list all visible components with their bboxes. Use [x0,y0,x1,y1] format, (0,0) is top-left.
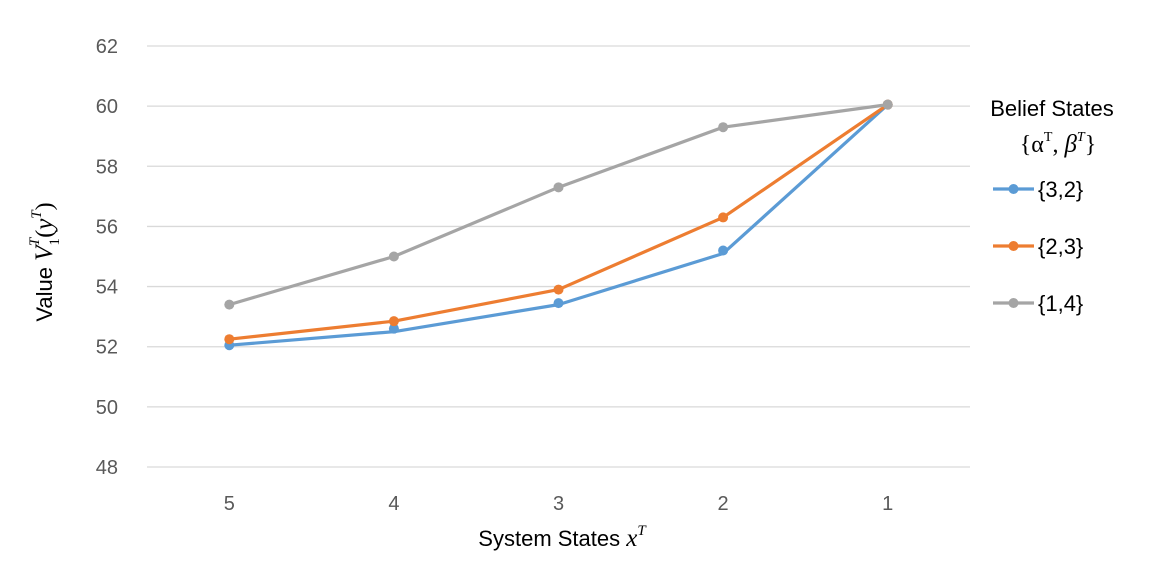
y-tick-label: 48 [96,457,118,479]
y-tick-label: 58 [96,156,118,178]
x-tick-label: 2 [718,493,729,515]
legend-marker [1008,184,1019,194]
legend-marker [1008,241,1019,251]
series-line [227,103,890,347]
legend-label: {3,2} [1038,177,1083,202]
y-tick-label: 54 [96,277,118,299]
y-tick-label: 50 [96,397,118,419]
legend-item: {3,2} [993,177,1083,202]
legend-label: {1,4} [1038,291,1083,316]
data-point [388,316,399,327]
data-point [224,299,235,310]
y-axis-ticks: 48 50 52 54 56 58 60 62 [96,36,118,479]
data-point [882,99,893,110]
data-point [718,245,729,256]
legend-item: {1,4} [993,291,1083,316]
series-lines [224,99,893,351]
legend: Belief States {αT, βT} {3,2} {2,3} {1,4} [990,96,1114,316]
series-line [227,103,890,307]
legend-title-line1: Belief States [990,96,1114,121]
data-point [718,122,729,133]
legend-label: {2,3} [1038,234,1083,259]
x-tick-label: 5 [224,493,235,515]
gridlines [147,45,970,468]
series-1 [224,99,893,351]
legend-title-line2: {αT, βT} [1020,130,1096,158]
x-tick-label: 3 [553,493,564,515]
y-tick-label: 62 [96,36,118,58]
legend-item: {2,3} [993,234,1083,259]
legend-marker [1008,298,1019,308]
legend-items: {3,2} {2,3} {1,4} [993,177,1083,316]
y-tick-label: 52 [96,337,118,359]
x-axis-title: System States xT [478,523,647,552]
y-tick-label: 56 [96,216,118,238]
data-point [388,323,399,334]
x-tick-label: 1 [882,493,893,515]
data-point [388,251,399,262]
data-point [718,212,729,223]
x-tick-label: 4 [388,493,399,515]
data-point [553,298,564,309]
y-tick-label: 60 [96,96,118,118]
data-point [553,182,564,193]
y-axis-title: Value V1T(yT) [27,202,63,321]
data-point [224,334,235,345]
data-point [553,284,564,295]
x-axis-ticks: 5 4 3 2 1 [224,493,894,515]
series-3 [224,99,893,310]
